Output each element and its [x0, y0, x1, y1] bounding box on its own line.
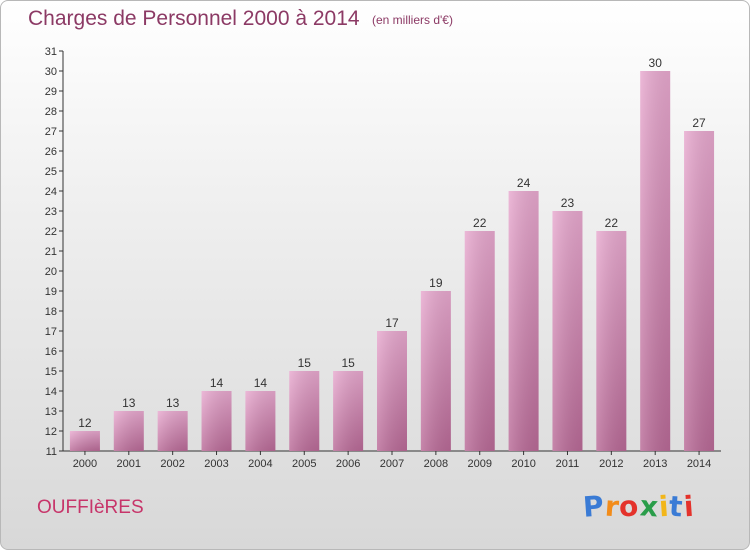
x-axis: 2000 2001 2002 2003 2004 2005 2006 2007 2008 2009… [63, 450, 721, 470]
bar-shade-2004 [245, 391, 276, 451]
x-tick-label: 2005 [292, 458, 316, 470]
x-tick-label: 2012 [599, 458, 623, 470]
bar-shade-2012 [596, 231, 627, 451]
x-tick-label: 2006 [336, 458, 360, 470]
y-tick-label: 21 [45, 246, 57, 258]
x-tick-label: 2011 [556, 458, 580, 470]
data-label-2014: 27 [692, 116, 706, 130]
x-tick-label: 2003 [204, 458, 228, 470]
logo-letter: P [581, 489, 606, 524]
y-tick-label: 15 [45, 366, 57, 378]
bar-shade-2005 [289, 371, 320, 451]
y-tick-label: 29 [45, 86, 57, 98]
y-tick-label: 13 [45, 406, 57, 418]
data-label-2004: 14 [254, 376, 268, 390]
y-tick-label: 20 [45, 266, 57, 278]
data-label-2003: 14 [210, 376, 224, 390]
y-tick-label: 22 [45, 226, 57, 238]
y-tick-label: 17 [45, 326, 57, 338]
bar-shade-2008 [420, 291, 451, 451]
y-tick-label: 25 [45, 166, 57, 178]
y-tick-label: 16 [45, 346, 57, 358]
data-label-2010: 24 [517, 176, 531, 190]
data-label-2009: 22 [473, 216, 487, 230]
y-tick-label: 24 [45, 186, 57, 198]
data-labels: 12 13 13 14 14 15 15 17 19 22 24 23 22 30 27 [78, 56, 706, 430]
x-tick-label: 2013 [643, 458, 667, 470]
bar-shade-2002 [157, 411, 188, 451]
y-tick-label: 18 [45, 306, 57, 318]
chart-subtitle: (en milliers d'€) [372, 13, 453, 27]
y-axis: 11 12 13 14 15 16 17 18 19 20 21 22 23 24 25 26 27 28 29 30… [45, 46, 64, 458]
y-tick-label: 19 [45, 286, 57, 298]
logo-letter: i [682, 489, 696, 524]
x-tick-label: 2014 [687, 458, 711, 470]
bar-shade-2009 [464, 231, 495, 451]
x-tick-label: 2008 [424, 458, 448, 470]
data-label-2008: 19 [429, 276, 443, 290]
data-label-2000: 12 [78, 416, 92, 430]
y-tick-label: 28 [45, 106, 57, 118]
bar-shade-2013 [640, 71, 671, 451]
y-tick-label: 26 [45, 146, 57, 158]
bar-shade-2010 [508, 191, 539, 451]
bar-shade-2000 [69, 431, 100, 451]
x-tick-label: 2001 [117, 458, 141, 470]
y-tick-label: 27 [45, 126, 57, 138]
chart-title: Charges de Personnel 2000 à 2014 [28, 7, 360, 30]
y-tick-label: 23 [45, 206, 57, 218]
data-label-2007: 17 [385, 316, 399, 330]
x-tick-label: 2010 [511, 458, 535, 470]
y-tick-label: 11 [46, 446, 57, 458]
data-label-2006: 15 [341, 356, 355, 370]
x-tick-label: 2000 [73, 458, 97, 470]
data-label-2005: 15 [298, 356, 312, 370]
commune-name: OUFFIèRES [37, 497, 144, 518]
x-tick-label: 2002 [160, 458, 184, 470]
bar-shade-2007 [377, 331, 407, 451]
bar-shade-2011 [552, 211, 583, 451]
y-tick-label: 14 [45, 386, 57, 398]
bars [69, 71, 715, 451]
proxiti-logo: Proxiti [581, 489, 696, 524]
logo-letter: x [638, 489, 660, 524]
data-label-2002: 13 [166, 396, 180, 410]
logo-letter: o [618, 489, 641, 524]
bar-shade-2001 [113, 411, 144, 451]
x-tick-label: 2004 [248, 458, 272, 470]
y-tick-label: 31 [45, 46, 57, 58]
data-label-2012: 22 [605, 216, 619, 230]
y-tick-label: 30 [45, 66, 57, 78]
bar-shade-2014 [684, 131, 715, 451]
data-label-2011: 23 [561, 196, 575, 210]
data-label-2001: 13 [122, 396, 136, 410]
bar-shade-2003 [201, 391, 232, 451]
y-tick-label: 12 [45, 426, 57, 438]
x-tick-label: 2009 [467, 458, 491, 470]
bar-shade-2006 [333, 371, 364, 451]
data-label-2013: 30 [649, 56, 663, 70]
x-tick-label: 2007 [380, 458, 404, 470]
